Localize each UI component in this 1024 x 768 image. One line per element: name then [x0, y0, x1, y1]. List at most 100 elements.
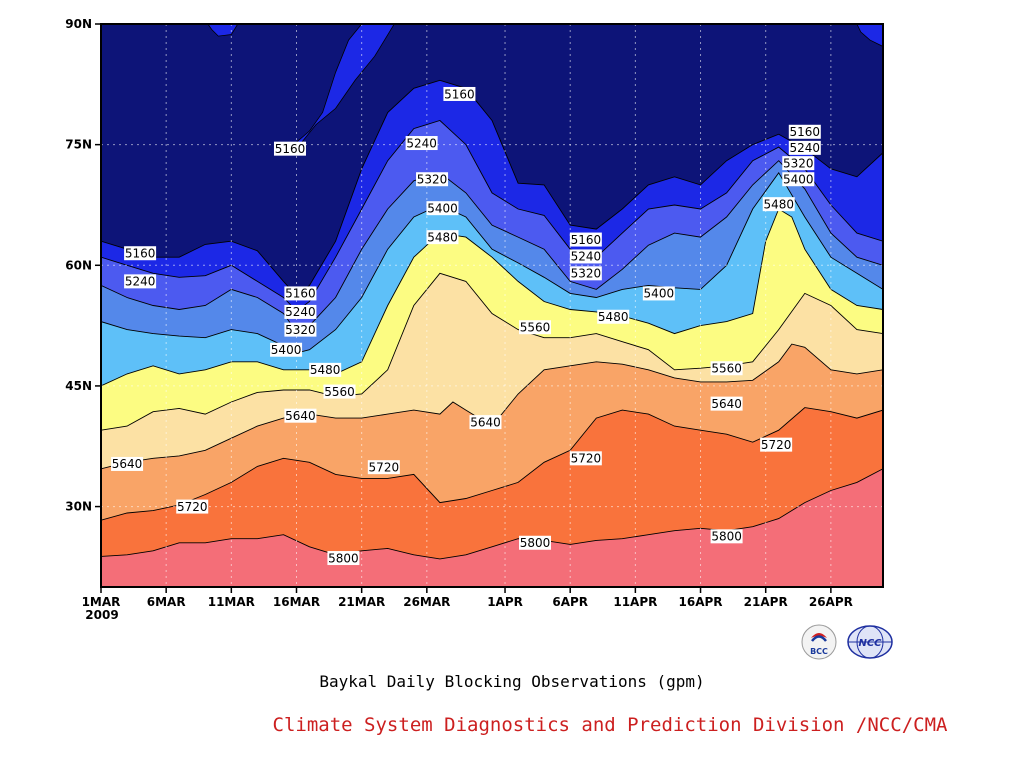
organization-caption: Climate System Diagnostics and Predictio…: [272, 714, 948, 736]
contour-label: 5160: [124, 246, 157, 261]
contour-label: 5400: [642, 286, 675, 301]
contour-label: 5800: [327, 551, 360, 565]
contour-label: 5720: [367, 460, 400, 474]
contour-label-text: 5400: [783, 173, 814, 187]
contour-label: 5160: [443, 86, 476, 101]
contour-line-5400: [101, 171, 883, 354]
year-label: 2009: [85, 608, 118, 622]
contour-label: 5720: [760, 437, 793, 452]
x-tick-label: 16MAR: [273, 595, 320, 609]
contour-label-text: 5400: [427, 201, 458, 215]
svg-text:BCC: BCC: [810, 647, 828, 656]
x-tick-label: 26APR: [809, 595, 853, 609]
contour-blob-5160-0: [283, 24, 395, 154]
contour-label-text: 5800: [520, 536, 551, 550]
contour-label: 5320: [416, 172, 449, 187]
contour-label: 5320: [569, 266, 602, 281]
plot-area: [101, 24, 883, 587]
contour-line-5720: [101, 407, 883, 521]
contour-line-5800: [101, 468, 883, 560]
contour-label-text: 5400: [271, 343, 302, 357]
contour-label-text: 5720: [177, 500, 208, 514]
contour-label: 5560: [323, 384, 356, 399]
contour-blob-5160-2: [856, 24, 883, 47]
contour-label: 5240: [124, 274, 157, 289]
contour-label: 5240: [788, 140, 821, 155]
contour-label-text: 5160: [444, 87, 475, 101]
contour-label: 5560: [519, 320, 552, 335]
contour-label-text: 5640: [112, 457, 143, 471]
contour-label-text: 5160: [125, 247, 156, 261]
contour-label: 5320: [284, 322, 317, 337]
contour-label-text: 5640: [711, 397, 742, 411]
contour-label: 5160: [273, 141, 306, 156]
x-tick-label: 11MAR: [208, 595, 255, 609]
contour-line-5480: [101, 208, 883, 387]
x-tick-label: 6MAR: [147, 595, 186, 609]
contour-label: 5560: [710, 361, 743, 376]
contour-labels: 5160524056405720516051605240532054005480…: [111, 86, 821, 565]
contour-label-text: 5720: [571, 452, 602, 466]
contour-band-5800: [101, 468, 883, 587]
contour-label-text: 5480: [598, 310, 629, 324]
contour-line-5240: [101, 119, 883, 312]
contour-label: 5400: [782, 172, 815, 187]
contour-label: 5640: [469, 415, 502, 429]
contour-label: 5480: [597, 309, 630, 324]
contour-label-text: 5640: [470, 415, 501, 429]
contour-label: 5400: [426, 201, 459, 215]
contour-label-text: 5560: [711, 362, 742, 376]
contour-label: 5640: [710, 396, 743, 411]
contour-label-text: 5160: [571, 233, 602, 247]
contour-lines: [101, 79, 883, 560]
contour-label-text: 5320: [783, 156, 814, 170]
contour-label-text: 5720: [369, 460, 400, 474]
contour-label-text: 5240: [571, 250, 602, 264]
contour-bands: [101, 24, 883, 587]
ncc-logo-icon: NCC: [847, 625, 893, 659]
contour-label: 5480: [762, 197, 795, 211]
contour-label: 5320: [782, 156, 815, 170]
contour-label: 5160: [569, 232, 602, 247]
contour-line-5320: [101, 160, 883, 333]
contour-blob-5160-1: [207, 24, 239, 37]
axis-ticks: 1MAR 6MAR 11MAR 16MAR 21MAR 26MAR 1APR 6APR 11AP…: [65, 17, 853, 609]
contour-label-text: 5160: [285, 287, 316, 301]
contour-label-text: 5320: [285, 323, 316, 337]
bcc-logo-icon: BCC: [801, 624, 837, 660]
x-tick-label: 26MAR: [403, 595, 450, 609]
grid-lines: [101, 24, 883, 587]
x-tick-label: 1MAR: [82, 595, 121, 609]
x-tick-label: 21APR: [744, 595, 788, 609]
y-tick-label: 30N: [65, 500, 92, 514]
contour-label-text: 5560: [324, 385, 355, 399]
y-tick-label: 45N: [65, 379, 92, 393]
contour-label-text: 5400: [644, 287, 675, 301]
contour-line-5160: [101, 79, 883, 297]
contour-label: 5800: [519, 535, 552, 550]
y-tick-label: 60N: [65, 258, 92, 272]
contour-label: 5160: [788, 124, 821, 139]
contour-label-text: 5720: [761, 438, 792, 452]
contour-label-text: 5800: [328, 551, 359, 565]
x-tick-label: 21MAR: [338, 595, 385, 609]
contour-label-text: 5320: [417, 173, 448, 187]
contour-label: 5480: [426, 230, 459, 244]
contour-label-text: 5480: [427, 230, 458, 244]
contour-label: 5720: [569, 451, 602, 466]
svg-text:NCC: NCC: [858, 638, 882, 649]
x-tick-label: 1APR: [487, 595, 523, 609]
contour-label: 5640: [111, 456, 144, 471]
contour-label-text: 5480: [763, 197, 794, 211]
x-tick-label: 11APR: [613, 595, 657, 609]
contour-label-text: 5320: [571, 267, 602, 281]
chart-title: Baykal Daily Blocking Observations (gpm): [319, 672, 705, 691]
contour-label-text: 5240: [125, 275, 156, 289]
contour-label: 5240: [405, 136, 438, 150]
y-tick-label: 90N: [65, 17, 92, 31]
contour-label-text: 5800: [711, 530, 742, 544]
plot-frame: [100, 23, 884, 588]
contour-label-text: 5240: [285, 305, 316, 319]
logo-area: BCC NCC: [800, 622, 896, 662]
